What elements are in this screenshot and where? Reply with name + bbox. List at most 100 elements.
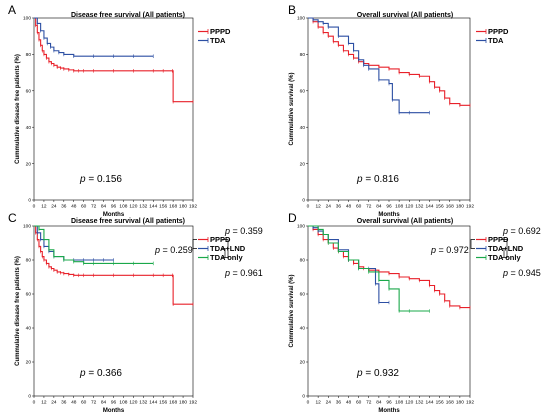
series-line-tda-only	[34, 225, 154, 264]
x-tick-label: 156	[159, 204, 167, 210]
x-tick-label: 144	[149, 204, 157, 210]
p-value: = 0.156	[86, 174, 123, 185]
x-tick-label: 132	[139, 400, 147, 406]
p-value: = 0.945	[508, 268, 541, 278]
x-tick-label: 84	[376, 400, 382, 406]
x-tick-label: 144	[149, 400, 157, 406]
p-symbol: p	[79, 368, 86, 379]
y-tick-label: 40	[300, 125, 306, 131]
x-tick-label: 168	[169, 400, 177, 406]
panel-title: Overall survival (All patients)	[357, 12, 453, 19]
x-tick-label: 0	[307, 400, 310, 406]
legend-label: PPPD	[488, 235, 509, 244]
panel-d: D Overall survival (All patients) 0 20 40 60 8…	[288, 211, 541, 414]
y-tick-label: 40	[300, 326, 306, 332]
series-line-tda-only	[308, 225, 430, 312]
p-value-pppd-vs-tdalnd: p = 0.972	[430, 245, 469, 255]
x-tick-label: 144	[425, 400, 433, 406]
x-tick-label: 24	[326, 400, 332, 406]
x-tick-label: 144	[425, 204, 433, 210]
x-tick-label: 24	[51, 400, 57, 406]
p-value-overall: p = 0.932	[356, 368, 399, 379]
x-tick-label: 24	[51, 204, 57, 210]
x-axis-label: Months	[378, 212, 400, 218]
x-tick-label: 168	[446, 204, 454, 210]
y-tick-label: 0	[28, 394, 31, 400]
p-value: = 0.816	[363, 174, 400, 185]
x-tick-label: 48	[346, 400, 352, 406]
series-line-tda	[34, 17, 154, 57]
series-line-pppd	[308, 17, 470, 106]
x-tick-label: 84	[101, 400, 107, 406]
p-value: = 0.961	[230, 268, 263, 278]
y-axis-label: Cummulative disease free patients (%)	[15, 256, 21, 366]
y-tick-label: 100	[297, 224, 305, 230]
x-tick-label: 72	[366, 400, 372, 406]
series-line-pppd	[34, 225, 193, 305]
x-tick-label: 72	[91, 400, 97, 406]
x-tick-label: 0	[33, 400, 36, 406]
p-symbol: p	[224, 226, 230, 236]
p-symbol: p	[502, 226, 508, 236]
x-tick-label: 132	[415, 400, 423, 406]
panel-b: B Overall survival (All patients) 0 20 40 60 8…	[288, 3, 509, 218]
x-tick-label: 180	[456, 204, 464, 210]
x-tick-label: 192	[189, 400, 197, 406]
panel-title: Disease free survival (All patients)	[71, 12, 185, 19]
y-tick-label: 20	[26, 161, 32, 167]
y-tick-label: 100	[297, 16, 305, 22]
p-symbol: p	[356, 368, 363, 379]
x-tick-label: 36	[336, 400, 342, 406]
p-value: = 0.359	[230, 226, 263, 236]
p-value-tdalnd-vs-tdaonly: p = 0.945	[502, 268, 541, 278]
p-symbol: p	[502, 268, 508, 278]
x-tick-label: 96	[111, 400, 117, 406]
panel-letter: C	[8, 211, 17, 225]
x-tick-label: 72	[91, 204, 97, 210]
y-tick-label: 0	[302, 198, 305, 204]
series-line-tda	[308, 17, 430, 114]
p-value-tdalnd-vs-tdaonly: p = 0.961	[224, 268, 263, 278]
x-tick-label: 96	[111, 204, 117, 210]
x-tick-label: 192	[189, 204, 197, 210]
x-tick-label: 72	[366, 204, 372, 210]
y-tick-label: 40	[26, 125, 32, 131]
x-axis-label: Months	[103, 408, 125, 414]
legend-label: TDA	[210, 36, 226, 45]
x-tick-label: 180	[179, 400, 187, 406]
y-tick-label: 80	[300, 258, 306, 264]
bracket-left	[192, 239, 197, 249]
x-tick-label: 0	[307, 204, 310, 210]
plot-frame	[307, 17, 471, 201]
p-symbol: p	[356, 174, 363, 185]
y-tick-label: 60	[26, 89, 32, 95]
x-tick-label: 120	[129, 204, 137, 210]
x-tick-label: 12	[41, 204, 47, 210]
x-tick-label: 96	[386, 204, 392, 210]
x-tick-label: 12	[41, 400, 47, 406]
panel-c: C Disease free survival (All patients) 0 20…	[8, 211, 263, 414]
legend-label: PPPD	[210, 235, 231, 244]
legend-label: PPPD	[210, 27, 231, 36]
panel-a: A Disease free survival (All patients) 0 20…	[8, 3, 231, 218]
p-value-overall: p = 0.156	[79, 174, 122, 185]
x-tick-label: 192	[466, 204, 474, 210]
bracket-inner	[222, 248, 226, 258]
x-tick-label: 60	[81, 204, 87, 210]
y-tick-label: 60	[300, 89, 306, 95]
x-tick-label: 96	[386, 400, 392, 406]
y-tick-label: 100	[23, 224, 31, 230]
x-tick-label: 12	[315, 204, 321, 210]
x-tick-label: 84	[101, 204, 107, 210]
p-value: = 0.259	[160, 245, 193, 255]
p-symbol: p	[430, 245, 436, 255]
x-tick-label: 36	[336, 204, 342, 210]
x-tick-label: 120	[405, 400, 413, 406]
x-tick-label: 60	[356, 400, 362, 406]
x-tick-label: 168	[169, 204, 177, 210]
x-tick-label: 192	[466, 400, 474, 406]
y-tick-label: 80	[300, 52, 306, 58]
x-tick-label: 60	[356, 204, 362, 210]
x-tick-label: 36	[61, 204, 67, 210]
